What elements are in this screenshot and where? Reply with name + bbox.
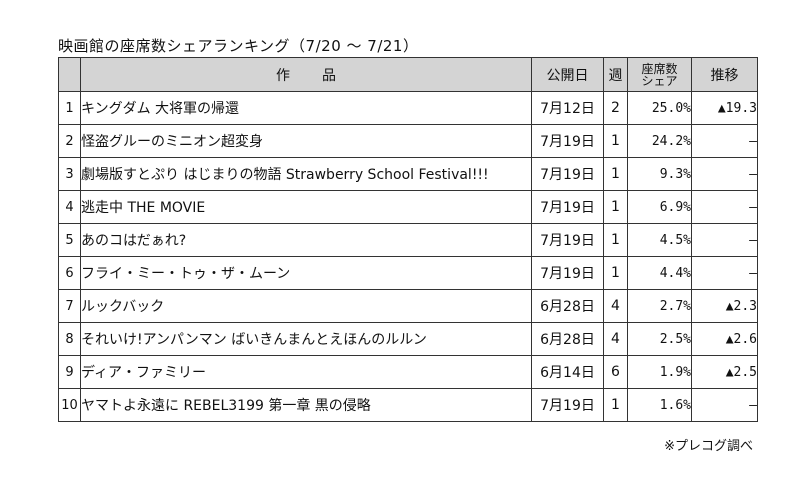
table-title: 映画館の座席数シェアランキング（7/20 ～ 7/21） [58, 37, 419, 55]
share-cell: 1.9% [627, 355, 692, 389]
release-cell: 6月28日 [531, 322, 604, 356]
trend-cell: — [691, 223, 758, 257]
week-cell: 4 [603, 289, 628, 323]
trend-cell: ▲2.3 [691, 289, 758, 323]
rank-cell: 8 [58, 322, 81, 356]
release-cell: 7月19日 [531, 190, 604, 224]
week-header: 週 [603, 57, 628, 92]
rank-cell: 9 [58, 355, 81, 389]
share-cell: 4.4% [627, 256, 692, 290]
trend-cell: — [691, 124, 758, 158]
table-row: 4 逃走中 THE MOVIE 7月19日 1 6.9% — [58, 190, 758, 224]
title-cell: ディア・ファミリー [80, 355, 532, 389]
ranking-table: 作品 公開日 週 座席数 シェア 推移 1 キングダム 大将軍の帰還 7月12日… [58, 57, 758, 422]
title-cell: ヤマトよ永遠に REBEL3199 第一章 黒の侵略 [80, 388, 532, 422]
trend-cell: ▲2.5 [691, 355, 758, 389]
release-header: 公開日 [531, 57, 604, 92]
rank-cell: 2 [58, 124, 81, 158]
week-cell: 1 [603, 157, 628, 191]
release-cell: 7月19日 [531, 157, 604, 191]
trend-header: 推移 [691, 57, 758, 92]
week-cell: 1 [603, 388, 628, 422]
week-cell: 4 [603, 322, 628, 356]
share-cell: 6.9% [627, 190, 692, 224]
rank-header [58, 57, 81, 92]
week-cell: 1 [603, 223, 628, 257]
source-note: ※プレコグ調べ [664, 439, 753, 454]
share-cell: 9.3% [627, 157, 692, 191]
share-header-line2: シェア [641, 73, 678, 88]
week-cell: 1 [603, 124, 628, 158]
release-cell: 7月19日 [531, 388, 604, 422]
share-header-line1: 座席数 [641, 61, 678, 76]
table-row: 1 キングダム 大将軍の帰還 7月12日 2 25.0% ▲19.3 [58, 91, 758, 125]
table-row: 6 フライ・ミー・トゥ・ザ・ムーン 7月19日 1 4.4% — [58, 256, 758, 290]
rank-cell: 4 [58, 190, 81, 224]
release-cell: 6月14日 [531, 355, 604, 389]
work-header: 作品 [80, 57, 532, 92]
release-cell: 7月12日 [531, 91, 604, 125]
rank-cell: 5 [58, 223, 81, 257]
share-cell: 2.5% [627, 322, 692, 356]
share-header: 座席数 シェア [627, 57, 692, 92]
trend-cell: — [691, 256, 758, 290]
title-cell: あのコはだぁれ? [80, 223, 532, 257]
week-cell: 6 [603, 355, 628, 389]
share-cell: 24.2% [627, 124, 692, 158]
header-row: 作品 公開日 週 座席数 シェア 推移 [58, 57, 758, 92]
title-cell: キングダム 大将軍の帰還 [80, 91, 532, 125]
rank-cell: 10 [58, 388, 81, 422]
table-row: 7 ルックバック 6月28日 4 2.7% ▲2.3 [58, 289, 758, 323]
week-cell: 1 [603, 256, 628, 290]
title-cell: それいけ!アンパンマン ばいきんまんとえほんのルルン [80, 322, 532, 356]
trend-cell: ▲19.3 [691, 91, 758, 125]
title-cell: 逃走中 THE MOVIE [80, 190, 532, 224]
title-cell: 怪盗グルーのミニオン超変身 [80, 124, 532, 158]
week-cell: 2 [603, 91, 628, 125]
title-cell: ルックバック [80, 289, 532, 323]
rank-cell: 6 [58, 256, 81, 290]
release-cell: 7月19日 [531, 256, 604, 290]
rank-cell: 1 [58, 91, 81, 125]
title-cell: 劇場版すとぷり はじまりの物語 Strawberry School Festiv… [80, 157, 532, 191]
release-cell: 7月19日 [531, 124, 604, 158]
table-row: 2 怪盗グルーのミニオン超変身 7月19日 1 24.2% — [58, 124, 758, 158]
share-cell: 25.0% [627, 91, 692, 125]
share-cell: 4.5% [627, 223, 692, 257]
table-row: 5 あのコはだぁれ? 7月19日 1 4.5% — [58, 223, 758, 257]
trend-cell: — [691, 388, 758, 422]
rank-cell: 7 [58, 289, 81, 323]
release-cell: 6月28日 [531, 289, 604, 323]
week-cell: 1 [603, 190, 628, 224]
trend-cell: — [691, 157, 758, 191]
title-cell: フライ・ミー・トゥ・ザ・ムーン [80, 256, 532, 290]
table-row: 8 それいけ!アンパンマン ばいきんまんとえほんのルルン 6月28日 4 2.5… [58, 322, 758, 356]
share-cell: 1.6% [627, 388, 692, 422]
share-cell: 2.7% [627, 289, 692, 323]
table-row: 9 ディア・ファミリー 6月14日 6 1.9% ▲2.5 [58, 355, 758, 389]
table-row: 3 劇場版すとぷり はじまりの物語 Strawberry School Fest… [58, 157, 758, 191]
rank-cell: 3 [58, 157, 81, 191]
trend-cell: ▲2.6 [691, 322, 758, 356]
table-row: 10 ヤマトよ永遠に REBEL3199 第一章 黒の侵略 7月19日 1 1.… [58, 388, 758, 422]
trend-cell: — [691, 190, 758, 224]
release-cell: 7月19日 [531, 223, 604, 257]
